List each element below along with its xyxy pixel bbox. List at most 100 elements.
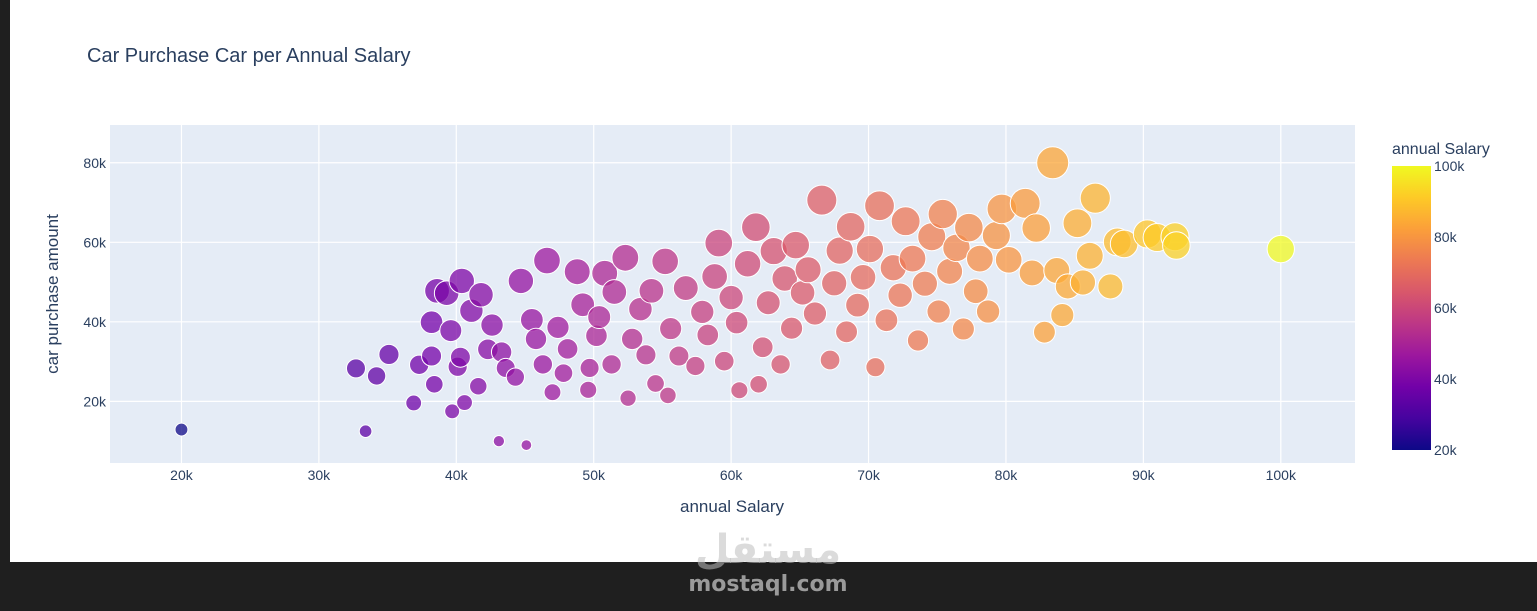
data-point[interactable] [468, 282, 494, 308]
data-point[interactable] [749, 374, 768, 394]
data-point[interactable] [579, 357, 600, 378]
data-point[interactable] [806, 184, 838, 216]
data-point[interactable] [994, 245, 1023, 274]
data-point[interactable] [611, 243, 640, 272]
data-point[interactable] [962, 278, 989, 305]
data-point[interactable] [981, 220, 1011, 251]
data-point[interactable] [505, 367, 526, 387]
data-point[interactable] [358, 424, 373, 439]
data-point[interactable] [770, 354, 791, 375]
data-point[interactable] [1021, 213, 1051, 243]
data-point[interactable] [421, 345, 443, 367]
data-point[interactable] [553, 363, 574, 383]
data-point[interactable] [601, 279, 628, 305]
data-point[interactable] [546, 315, 570, 340]
data-point[interactable] [780, 316, 804, 340]
data-point[interactable] [701, 263, 728, 290]
data-point[interactable] [821, 270, 848, 297]
data-point[interactable] [733, 250, 762, 278]
data-point[interactable] [601, 354, 622, 375]
data-point[interactable] [1266, 234, 1295, 264]
data-point[interactable] [480, 313, 504, 337]
data-point[interactable] [685, 355, 706, 377]
data-point[interactable] [524, 327, 548, 351]
data-point[interactable] [864, 190, 895, 222]
data-point[interactable] [646, 374, 665, 393]
data-point[interactable] [532, 354, 554, 375]
data-point[interactable] [802, 301, 828, 326]
data-point[interactable] [890, 206, 921, 237]
data-point[interactable] [690, 299, 715, 325]
data-point[interactable] [1162, 231, 1191, 260]
data-point[interactable] [825, 236, 854, 265]
data-point[interactable] [794, 256, 822, 284]
data-point[interactable] [927, 198, 958, 230]
data-point[interactable] [855, 234, 885, 264]
data-point[interactable] [713, 350, 735, 372]
data-point[interactable] [651, 247, 679, 276]
data-point[interactable] [849, 263, 877, 291]
data-point[interactable] [1079, 182, 1111, 214]
data-point[interactable] [730, 381, 749, 400]
data-point[interactable] [1062, 208, 1093, 239]
data-point[interactable] [366, 366, 387, 386]
data-point[interactable] [951, 317, 975, 341]
data-point[interactable] [926, 299, 951, 324]
data-point[interactable] [668, 345, 690, 367]
data-point[interactable] [906, 329, 930, 352]
data-point[interactable] [587, 305, 612, 330]
data-point[interactable] [507, 267, 535, 295]
data-point[interactable] [865, 357, 886, 378]
data-point[interactable] [492, 434, 506, 448]
data-point[interactable] [345, 358, 366, 379]
data-point[interactable] [911, 270, 938, 297]
data-point[interactable] [936, 257, 964, 285]
data-point[interactable] [789, 280, 816, 306]
data-point[interactable] [174, 422, 189, 437]
data-point[interactable] [704, 228, 734, 258]
data-point[interactable] [619, 389, 637, 407]
data-point[interactable] [533, 246, 561, 275]
data-point[interactable] [755, 290, 781, 316]
data-point[interactable] [556, 338, 579, 360]
data-point[interactable] [1097, 273, 1124, 300]
data-point[interactable] [1075, 241, 1104, 270]
data-point[interactable] [1069, 269, 1097, 296]
data-point[interactable] [718, 284, 744, 311]
data-point[interactable] [635, 344, 657, 366]
data-point[interactable] [887, 282, 913, 308]
data-point[interactable] [898, 244, 927, 273]
data-point[interactable] [519, 307, 544, 332]
data-point[interactable] [444, 403, 461, 420]
data-point[interactable] [835, 320, 859, 344]
data-point[interactable] [724, 310, 749, 335]
data-point[interactable] [659, 317, 683, 341]
data-point[interactable] [954, 212, 984, 243]
data-point[interactable] [520, 439, 533, 451]
data-point[interactable] [449, 346, 471, 368]
data-point[interactable] [965, 244, 994, 273]
data-point[interactable] [874, 308, 899, 333]
data-point[interactable] [659, 386, 677, 405]
data-point[interactable] [405, 394, 423, 412]
data-point[interactable] [1050, 303, 1075, 328]
data-point[interactable] [819, 349, 841, 371]
data-point[interactable] [771, 265, 798, 292]
data-point[interactable] [543, 383, 562, 402]
data-point[interactable] [570, 292, 596, 318]
data-point[interactable] [579, 380, 598, 399]
data-point[interactable] [620, 327, 644, 351]
data-point[interactable] [378, 343, 400, 366]
data-point[interactable] [741, 212, 771, 242]
data-point[interactable] [696, 323, 720, 347]
data-point[interactable] [975, 299, 1001, 324]
data-point[interactable] [781, 230, 810, 260]
data-point[interactable] [424, 374, 444, 394]
data-point[interactable] [1036, 146, 1070, 180]
data-point[interactable] [469, 377, 488, 396]
data-point[interactable] [456, 394, 473, 411]
data-point[interactable] [672, 275, 699, 301]
data-point[interactable] [439, 319, 463, 343]
data-point[interactable] [845, 292, 870, 318]
data-point[interactable] [448, 267, 475, 295]
